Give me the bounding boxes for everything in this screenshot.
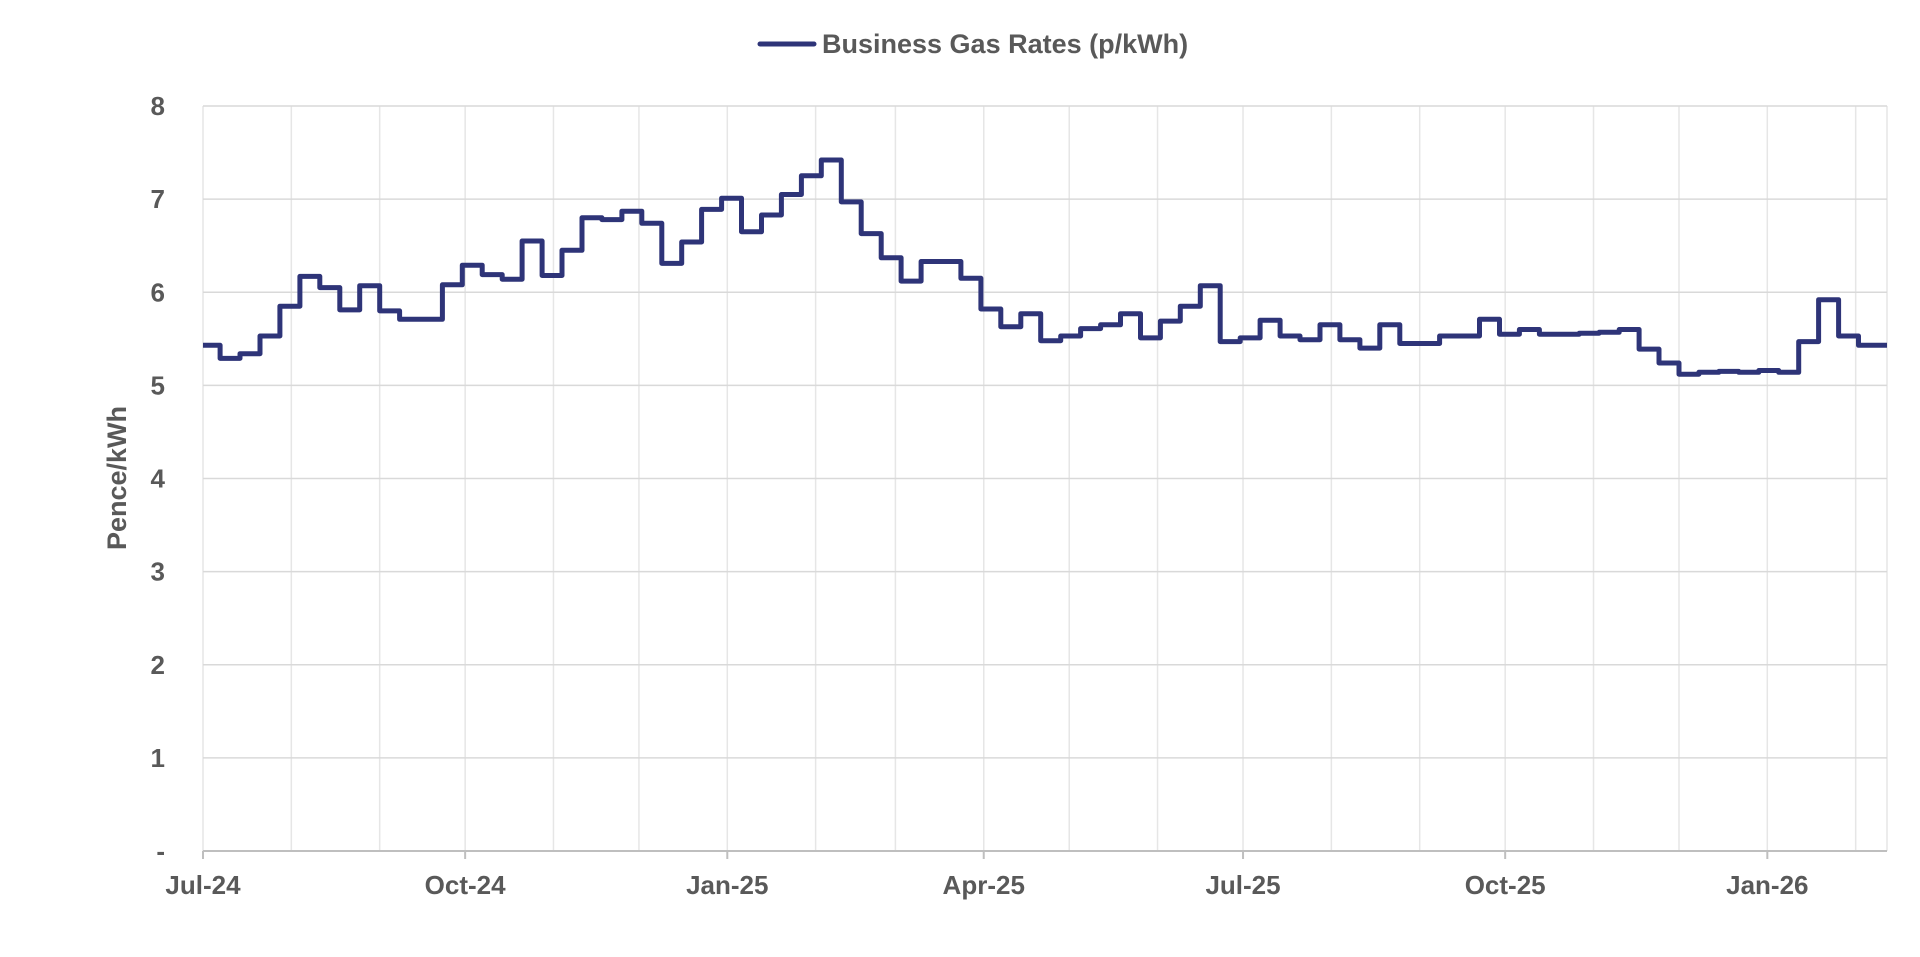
x-tick-label: Jul-25	[1205, 870, 1280, 900]
y-tick-label: 4	[151, 464, 166, 494]
y-axis-title: Pence/kWh	[102, 406, 132, 550]
legend: Business Gas Rates (p/kWh)	[757, 29, 1188, 59]
y-tick-label: 1	[151, 743, 165, 773]
y-tick-label: 7	[151, 184, 165, 214]
x-tick-label: Jan-26	[1726, 870, 1808, 900]
y-axis-tick-labels: - 1 2 3 4 5 6 7 8	[151, 91, 166, 866]
y-tick-label: 2	[151, 650, 165, 680]
x-axis-tick-labels: Jul-24 Oct-24 Jan-25 Apr-25 Jul-25 Oct-25 Jan-…	[165, 851, 1809, 900]
y-tick-label: -	[156, 836, 165, 866]
legend-label: Business Gas Rates (p/kWh)	[822, 29, 1188, 59]
y-tick-label: 8	[151, 91, 165, 121]
horizontal-gridlines	[203, 105, 1887, 759]
y-tick-label: 3	[151, 557, 165, 587]
series-group	[203, 157, 1887, 377]
y-tick-label: 6	[151, 277, 165, 307]
x-tick-label: Jul-24	[165, 870, 241, 900]
x-tick-label: Oct-25	[1465, 870, 1546, 900]
x-tick-label: Jan-25	[686, 870, 768, 900]
series-line	[203, 157, 1887, 377]
x-tick-label: Apr-25	[943, 870, 1025, 900]
x-tick-label: Oct-24	[425, 870, 506, 900]
y-tick-label: 5	[151, 370, 165, 400]
